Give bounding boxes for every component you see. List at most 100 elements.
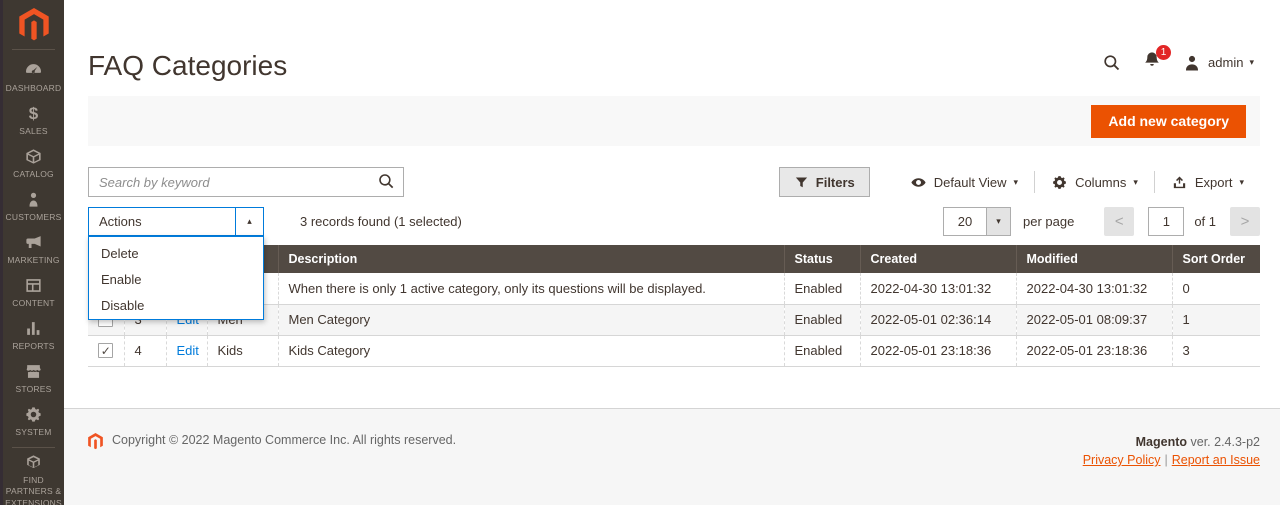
cell-description: Men Category — [277, 304, 784, 336]
pagination: 20 ▾ per page < of 1 > — [942, 207, 1260, 236]
mass-actions-menu: Delete Enable Disable — [88, 236, 264, 320]
column-header-created[interactable]: Created — [859, 245, 1016, 273]
chevron-up-icon[interactable]: ▴ — [235, 208, 263, 235]
mass-actions-select[interactable]: Actions ▴ — [88, 207, 264, 236]
export-button[interactable]: Export ▾ — [1153, 171, 1260, 193]
menu-item-disable[interactable]: Disable — [101, 298, 145, 313]
grid-actions-row: Actions ▴ Delete Enable Disable 3 record… — [88, 207, 1260, 320]
sidebar-nav: DASHBOARD $ SALES CATALOG CUSTOMERS MARK… — [3, 50, 64, 505]
cell-sort-order: 3 — [1171, 335, 1260, 367]
total-pages-label: of 1 — [1194, 214, 1216, 229]
footer: Copyright © 2022 Magento Commerce Inc. A… — [64, 408, 1280, 505]
current-page-input[interactable] — [1148, 207, 1185, 236]
filter-funnel-icon — [795, 177, 807, 187]
version-number: ver. 2.4.3-p2 — [1187, 435, 1261, 449]
dashboard-icon — [25, 63, 42, 74]
content-icon — [26, 278, 41, 292]
sidebar-item-marketing[interactable]: MARKETING — [3, 228, 64, 271]
menu-item-delete[interactable]: Delete — [101, 246, 139, 261]
sidebar-item-label: CUSTOMERS — [5, 211, 62, 222]
cell-sort-order: 1 — [1171, 304, 1260, 336]
notifications-button[interactable]: 1 — [1142, 45, 1172, 75]
export-icon — [1173, 176, 1186, 188]
magento-logo-icon — [18, 7, 49, 40]
sidebar-item-find-partners[interactable]: FIND PARTNERS & EXTENSIONS — [3, 452, 64, 505]
per-page-value: 20 — [942, 207, 987, 236]
sidebar-item-label: CATALOG — [13, 168, 54, 179]
columns-button[interactable]: Columns ▾ — [1034, 171, 1154, 193]
sidebar-item-system[interactable]: SYSTEM — [3, 400, 64, 443]
view-selector-button[interactable]: Default View ▾ — [894, 171, 1034, 193]
notification-badge: 1 — [1156, 45, 1172, 60]
cell-id: 4 — [123, 335, 166, 367]
add-new-category-button[interactable]: Add new category — [1091, 104, 1246, 138]
table-row: ✓ 4 Edit Kids Kids Category Enabled 2022… — [88, 335, 1260, 367]
main-content: FAQ Categories 1 admin ▾ Add new categor… — [64, 0, 1280, 505]
row-checkbox-checked[interactable]: ✓ — [98, 343, 114, 358]
column-header-status[interactable]: Status — [783, 245, 860, 273]
sidebar-item-catalog[interactable]: CATALOG — [3, 142, 64, 185]
customers-icon — [29, 192, 38, 207]
chevron-down-icon: ▾ — [1133, 176, 1138, 187]
menu-item-enable[interactable]: Enable — [101, 272, 142, 287]
magento-footer-logo-icon — [88, 433, 103, 450]
records-summary: 3 records found (1 selected) — [300, 214, 462, 229]
chevron-down-icon: ▾ — [1249, 57, 1254, 67]
cell-created: 2022-04-30 13:01:32 — [859, 273, 1016, 305]
chevron-down-icon: ▾ — [1013, 176, 1019, 187]
magento-logo[interactable] — [12, 0, 55, 50]
global-search-icon[interactable] — [1102, 53, 1122, 73]
bell-icon — [1145, 52, 1159, 66]
per-page-select[interactable]: 20 ▾ — [942, 207, 1011, 236]
admin-user-menu[interactable]: admin ▾ — [1182, 53, 1254, 73]
grid-toolbar: Filters Default View ▾ Columns ▾ Export … — [88, 167, 1260, 197]
filters-button[interactable]: Filters — [778, 167, 870, 197]
catalog-icon — [26, 149, 41, 164]
user-icon — [1186, 55, 1199, 70]
cell-created: 2022-05-01 02:36:14 — [859, 304, 1016, 336]
cell-title: Kids — [206, 335, 278, 367]
sidebar-item-content[interactable]: CONTENT — [3, 271, 64, 314]
columns-label: Columns — [1075, 174, 1127, 190]
footer-links: Privacy Policy | Report an Issue — [1083, 451, 1260, 469]
column-header-sort-order[interactable]: Sort Order — [1171, 245, 1260, 273]
sidebar-item-label: SYSTEM — [15, 426, 52, 437]
filters-label: Filters — [815, 174, 855, 190]
cell-status: Enabled — [783, 304, 860, 336]
cell-status: Enabled — [783, 335, 860, 367]
search-input[interactable] — [88, 167, 404, 197]
per-page-label: per page — [1022, 214, 1075, 229]
sidebar-item-label: MARKETING — [7, 254, 60, 265]
keyword-search — [88, 167, 404, 197]
edit-link[interactable]: Edit — [176, 343, 199, 358]
toolbar-right: Filters Default View ▾ Columns ▾ Export … — [778, 167, 1260, 197]
sidebar-item-label: STORES — [15, 383, 52, 394]
mass-actions-label: Actions — [99, 214, 142, 229]
next-page-button[interactable]: > — [1230, 207, 1260, 236]
marketing-icon — [26, 235, 41, 248]
sidebar-item-label: DASHBOARD — [5, 82, 62, 93]
view-selector-label: Default View — [933, 174, 1007, 190]
column-header-description[interactable]: Description — [277, 245, 784, 273]
column-header-modified[interactable]: Modified — [1015, 245, 1172, 273]
sidebar-item-label: REPORTS — [12, 340, 55, 351]
reports-icon — [27, 321, 40, 335]
header-actions: 1 admin ▾ — [1102, 45, 1254, 75]
version-line: Magento ver. 2.4.3-p2 — [1083, 433, 1260, 451]
cell-modified: 2022-05-01 23:18:36 — [1015, 335, 1172, 367]
sidebar-item-dashboard[interactable]: DASHBOARD — [3, 56, 64, 99]
sidebar-item-stores[interactable]: STORES — [3, 357, 64, 400]
version-brand: Magento — [1135, 435, 1188, 449]
report-issue-link[interactable]: Report an Issue — [1171, 453, 1260, 468]
sidebar-item-sales[interactable]: $ SALES — [3, 99, 64, 142]
gear-icon — [1053, 175, 1066, 189]
search-icon[interactable] — [377, 172, 396, 191]
privacy-policy-link[interactable]: Privacy Policy — [1082, 453, 1161, 468]
sidebar-item-reports[interactable]: REPORTS — [3, 314, 64, 357]
cell-description: Kids Category — [277, 335, 784, 367]
sidebar-item-customers[interactable]: CUSTOMERS — [3, 185, 64, 228]
cell-modified: 2022-04-30 13:01:32 — [1015, 273, 1172, 305]
previous-page-button[interactable]: < — [1104, 207, 1135, 236]
chevron-down-icon[interactable]: ▾ — [986, 207, 1011, 236]
sidebar-item-label: SALES — [19, 125, 48, 136]
